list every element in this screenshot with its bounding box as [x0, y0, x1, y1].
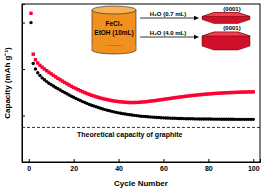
x-tick: 20: [70, 159, 78, 172]
reference-line: [22, 127, 260, 128]
crystal-face: [202, 32, 250, 36]
beaker-body: [92, 10, 136, 50]
x-tick: 100: [248, 159, 260, 172]
y-tick-mark: [22, 69, 25, 70]
facet-label: (0001): [223, 6, 240, 12]
crystal: [202, 32, 250, 50]
data-point: [34, 67, 37, 70]
y-tick: [22, 23, 25, 24]
arrow-head: [194, 16, 199, 20]
plot-frame: [22, 4, 260, 162]
x-tick-mark: [253, 159, 254, 162]
data-point: [29, 21, 32, 24]
y-axis-line: [23, 5, 26, 163]
x-tick: 40: [115, 159, 123, 172]
x-tick-label: 40: [115, 165, 123, 172]
data-point: [36, 71, 39, 74]
x-tick-mark: [29, 159, 30, 162]
x-tick-label: 100: [248, 165, 260, 172]
series: [29, 12, 255, 105]
y-tick-mark: [22, 116, 25, 117]
x-tick: 60: [160, 159, 168, 172]
data-point: [252, 90, 255, 93]
x-axis-line: [23, 159, 261, 163]
x-tick-mark: [119, 159, 120, 162]
y-tick-mark: [22, 162, 25, 163]
data-point: [32, 62, 35, 65]
crystal-face: [202, 13, 250, 17]
arrow-label: H₂O (4.0 mL): [150, 30, 186, 36]
data-point: [252, 118, 255, 121]
plot-area: [22, 12, 260, 128]
x-axis: 0 20 40 60 80 100: [23, 159, 261, 172]
x-tick-label: 20: [70, 165, 78, 172]
x-tick-mark: [163, 159, 164, 162]
series: [29, 21, 255, 121]
arrow-label: H₂O (0.7 mL): [150, 11, 186, 17]
x-tick: 0: [27, 159, 31, 172]
inset: FeCl₃ EtOH (10mL) H₂O (0.7 mL) (0001) H₂O (4…: [92, 6, 250, 55]
y-axis-title: Capacity (mAh g⁻¹): [3, 47, 12, 119]
data-point: [29, 12, 32, 15]
beaker-label: FeCl₃: [105, 20, 122, 27]
y-axis: [22, 5, 25, 163]
y-tick-mark: [22, 23, 25, 24]
y-tick: [22, 162, 25, 163]
beaker-top: [92, 6, 136, 14]
reference-label: Theoretical capacity of graphite: [77, 131, 183, 139]
x-tick-label: 0: [27, 165, 31, 172]
x-tick-mark: [208, 159, 209, 162]
data-point: [32, 52, 35, 55]
beaker-bottom: [92, 46, 136, 54]
chart: 0 20 40 60 80 100 Cycle Number Capacity (mAh g⁻…: [0, 0, 265, 189]
y-tick: [22, 69, 25, 70]
x-tick-label: 60: [160, 165, 168, 172]
beaker-label: EtOH (10mL): [94, 29, 133, 37]
arrow-line: [140, 37, 196, 38]
y-tick: [22, 116, 25, 117]
arrow-head: [194, 35, 199, 39]
arrow-line: [140, 18, 196, 19]
beaker-fill: [92, 46, 135, 50]
x-tick-mark: [74, 159, 75, 162]
data-point: [34, 58, 37, 61]
x-tick-label: 80: [205, 165, 213, 172]
facet-label: (0001): [223, 25, 240, 31]
crystal: [202, 13, 250, 24]
x-axis-title: Cycle Number: [114, 179, 168, 188]
x-tick: 80: [205, 159, 213, 172]
